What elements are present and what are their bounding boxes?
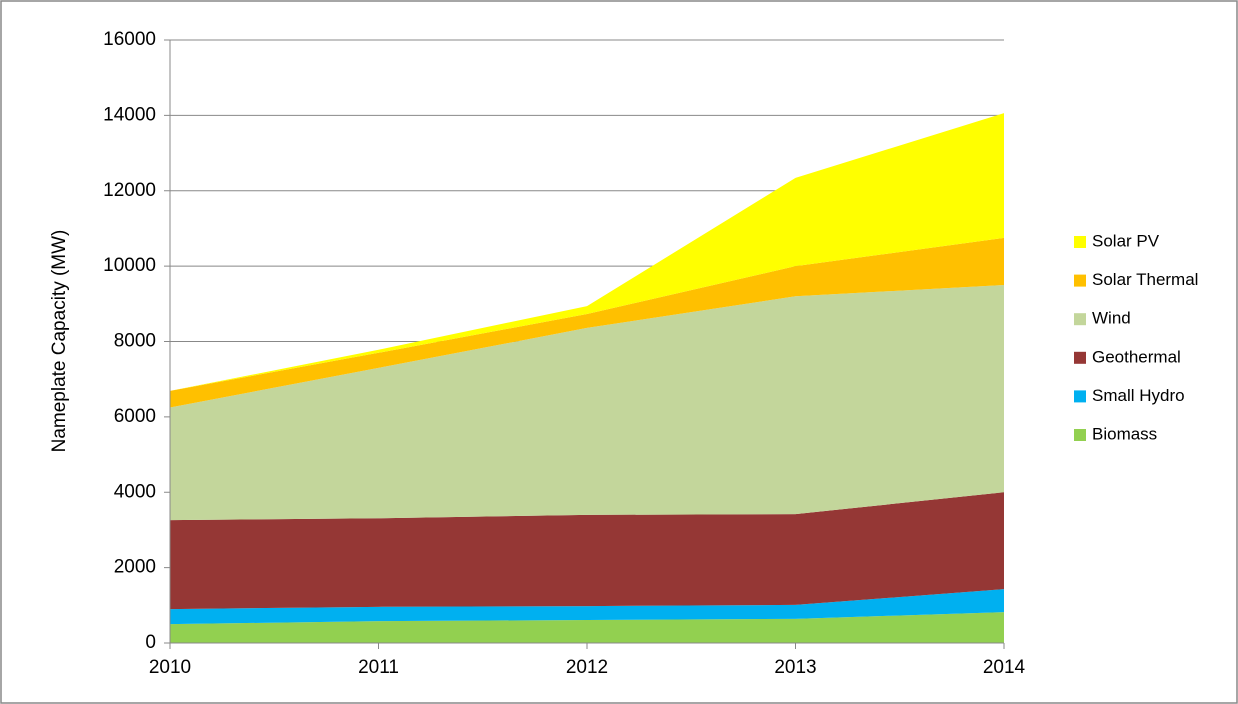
y-tick-label: 8000 — [114, 331, 156, 352]
legend-label: Small Hydro — [1092, 386, 1185, 405]
legend-swatch — [1074, 351, 1086, 364]
area — [170, 284, 1004, 521]
x-tick-label: 2014 — [983, 657, 1026, 678]
x-tick-label: 2011 — [358, 657, 399, 678]
y-tick-label: 12000 — [103, 180, 156, 201]
y-tick-label: 2000 — [114, 557, 156, 578]
legend-label: Wind — [1092, 309, 1131, 328]
legend-label: Solar Thermal — [1092, 270, 1198, 289]
area — [170, 492, 1004, 610]
x-tick-label: 2010 — [149, 657, 191, 678]
legend-swatch — [1074, 274, 1086, 287]
legend-label: Solar PV — [1092, 231, 1160, 250]
area — [170, 113, 1004, 391]
area — [170, 589, 1004, 625]
area — [170, 237, 1004, 408]
x-tick-label: 2012 — [566, 657, 608, 678]
x-tick-label: 2013 — [774, 657, 816, 678]
legend-swatch — [1074, 313, 1086, 326]
legend-swatch — [1074, 429, 1086, 441]
area — [170, 612, 1004, 643]
y-tick-label: 4000 — [114, 481, 156, 502]
y-tick-label: 0 — [145, 632, 156, 653]
y-tick-label: 14000 — [103, 104, 156, 125]
legend-label: Geothermal — [1092, 347, 1181, 366]
y-tick-label: 6000 — [114, 406, 156, 427]
legend-swatch — [1074, 390, 1086, 403]
legend-label: Biomass — [1092, 424, 1157, 443]
y-tick-label: 10000 — [103, 255, 156, 276]
legend-swatch — [1074, 236, 1086, 248]
y-tick-label: 16000 — [103, 29, 156, 50]
y-axis-label: Nameplate Capacity (MW) — [49, 230, 70, 453]
